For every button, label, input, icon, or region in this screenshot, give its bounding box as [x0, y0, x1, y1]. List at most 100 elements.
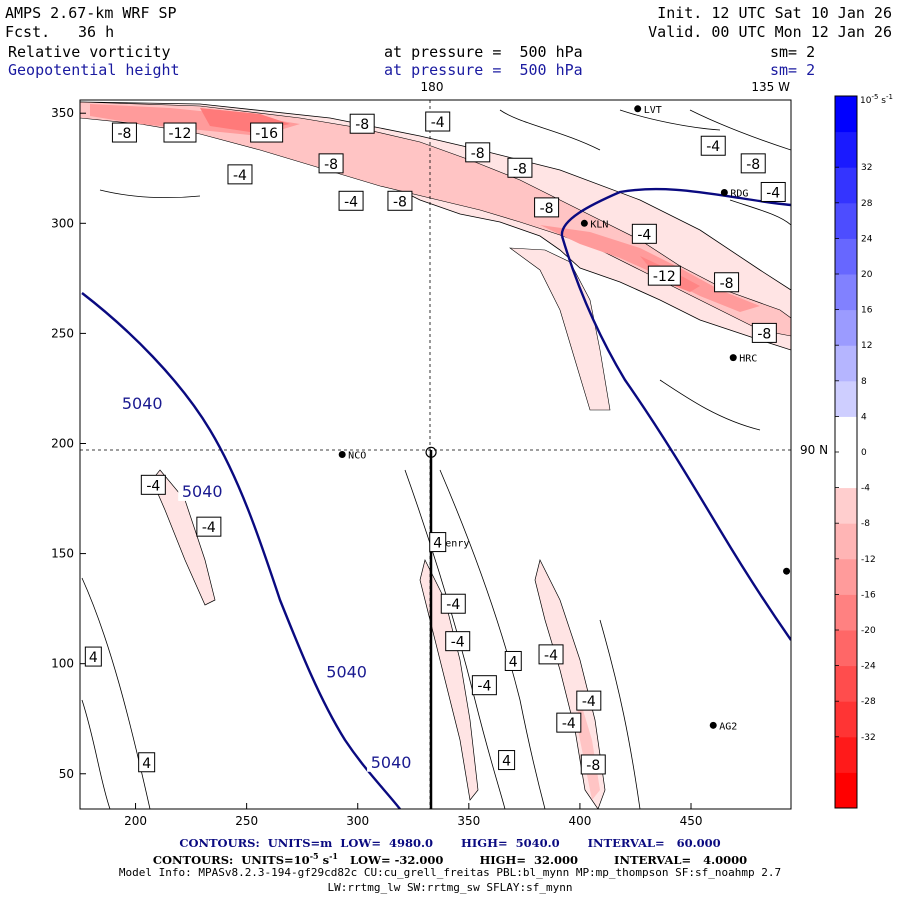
- colorbar-tick-label: -28: [861, 697, 876, 707]
- field1-level: at pressure = 500 hPa: [384, 43, 583, 61]
- valid-time: Valid. 00 UTC Mon 12 Jan 26: [648, 23, 892, 41]
- vorticity-label: -4: [233, 168, 247, 184]
- vorticity-label: -4: [344, 194, 358, 210]
- station-dot: [729, 354, 737, 362]
- colorbar-swatch: [835, 96, 857, 133]
- colorbar-tick-label: -16: [861, 590, 876, 600]
- colorbar-swatch: [835, 736, 857, 773]
- cross-section-marker: [425, 446, 437, 458]
- station-dot: [580, 219, 588, 227]
- station-label: RDG: [730, 188, 748, 199]
- field1-name: Relative vorticity: [8, 43, 171, 61]
- vorticity-label: 4: [502, 754, 511, 770]
- height-labels: 5040 5040 5040 5040: [118, 392, 416, 772]
- y-tick-label: 350: [51, 106, 74, 120]
- vorticity-label: 4: [89, 650, 98, 666]
- height-label-bg: [178, 480, 227, 501]
- vorticity-label-box: [387, 190, 413, 211]
- vorticity-label: -12: [653, 269, 676, 285]
- colorbar-swatch: [835, 309, 857, 346]
- vorticity-label: -4: [451, 635, 465, 651]
- vorticity-label: -16: [255, 126, 278, 142]
- colorbar-tick-label: -24: [861, 662, 876, 672]
- station-markers: LVT RDG KLN HRC NCO Henry AG2: [338, 105, 791, 732]
- vorticity-label: -8: [513, 161, 527, 177]
- station-dot: [783, 567, 791, 575]
- y-tick-label: 300: [51, 216, 74, 230]
- y-tick-label: 250: [51, 326, 74, 340]
- vorticity-label: 4: [509, 654, 518, 670]
- colorbar-swatch: [835, 452, 857, 489]
- vorticity-label-box: [760, 181, 786, 202]
- init-time: Init. 12 UTC Sat 10 Jan 26: [657, 4, 892, 22]
- vorticity-label-box: [507, 157, 533, 178]
- vorticity-labels: -8 -12 -16-8 -4-8-4-4 -8-8-8-8-4-8-4-4-12 -8-…: [84, 111, 786, 775]
- vorticity-label: -4: [637, 227, 651, 243]
- vorticity-label: -8: [586, 758, 600, 774]
- height-label: 5040: [182, 482, 223, 501]
- vorticity-label: -12: [169, 126, 192, 142]
- lon-label-top: 180: [421, 80, 444, 94]
- colorbar-swatch: [835, 238, 857, 275]
- station-label: LVT: [644, 105, 662, 116]
- vorticity-label-box: [740, 153, 766, 174]
- vorticity-label: -4: [582, 694, 596, 710]
- vorticity-label-box: [318, 153, 344, 174]
- vorticity-label-box: [556, 712, 582, 733]
- colorbar-swatch: [835, 274, 857, 311]
- vorticity-label-box: [647, 265, 681, 286]
- station-dot: [720, 188, 728, 196]
- height-label-bg: [367, 751, 416, 772]
- vorticity-label: -8: [720, 276, 734, 292]
- colorbar-tick-label: -8: [861, 519, 870, 529]
- colorbar-swatch: [835, 487, 857, 524]
- colorbar-tick-label: 16: [861, 306, 873, 316]
- vorticity-label-box: [196, 516, 222, 537]
- x-tick-label: 350: [457, 814, 480, 828]
- station-label: HRC: [739, 354, 757, 365]
- height-label-bg: [118, 392, 167, 413]
- height-contour-info: CONTOURS: UNITS=m LOW= 4980.0 HIGH= 5040…: [179, 836, 721, 850]
- colorbar-swatch: [835, 630, 857, 667]
- vorticity-label: 4: [433, 536, 442, 552]
- y-tick-label: 100: [51, 657, 74, 671]
- station-dot: [709, 721, 717, 729]
- station-dot: [338, 451, 346, 458]
- vorticity-label-box: [580, 754, 606, 775]
- vorticity-label-box: [227, 164, 253, 185]
- colorbar-swatch: [835, 594, 857, 631]
- vorticity-label: -4: [562, 716, 576, 732]
- station-label: AG2: [719, 721, 737, 732]
- vorticity-label: -4: [202, 520, 216, 536]
- colorbar-swatch: [835, 558, 857, 595]
- vorticity-label-box: [498, 750, 516, 771]
- field2-smoothing: sm= 2: [770, 61, 816, 79]
- station-label: NCO: [348, 451, 366, 462]
- colorbar-swatch: [835, 665, 857, 702]
- vorticity-label: -4: [766, 185, 780, 201]
- colorbar-tick-label: 4: [861, 412, 867, 422]
- field2-level: at pressure = 500 hPa: [384, 61, 583, 79]
- vorticity-label-box: [349, 113, 375, 134]
- vorticity-label-box: [700, 135, 726, 156]
- vorticity-label: -4: [706, 139, 720, 155]
- colorbar-tick-label: 20: [861, 270, 873, 280]
- axis-ticks: 200 250 300 350 400 450 50 100 150 200 250 300 350: [51, 106, 702, 828]
- vorticity-label: -4: [446, 597, 460, 613]
- colorbar-tick-label: -32: [861, 733, 876, 743]
- x-tick-label: 400: [568, 814, 591, 828]
- vorticity-label: -4: [477, 679, 491, 695]
- colorbar-swatch: [835, 523, 857, 560]
- vorticity-label-box: [84, 646, 102, 667]
- station-label: KLN: [590, 219, 608, 230]
- height-label: 5040: [326, 662, 367, 681]
- vorticity-label: -8: [355, 117, 369, 133]
- x-tick-label: 200: [124, 814, 147, 828]
- field2-name: Geopotential height: [8, 61, 180, 79]
- colorbar-units: 10-5 s-1: [860, 93, 893, 106]
- model-title: AMPS 2.67-km WRF SP: [5, 4, 177, 22]
- plot-frame: [79, 99, 792, 810]
- vorticity-label-box: [751, 322, 777, 343]
- colorbar-swatch: [835, 380, 857, 417]
